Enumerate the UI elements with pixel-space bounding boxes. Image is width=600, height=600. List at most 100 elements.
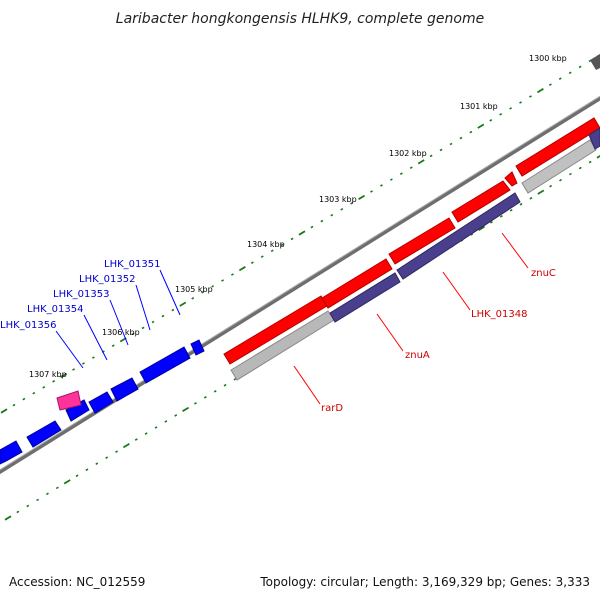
gene-LHK-01348[interactable] <box>388 217 456 265</box>
gene-znuA[interactable] <box>321 258 393 309</box>
inner-scale-minor-tick <box>105 456 109 459</box>
outer-scale-major-tick <box>477 123 485 129</box>
outer-scale-minor-tick <box>171 308 175 312</box>
forward-strand-genes <box>223 117 600 365</box>
outer-scale-major-tick <box>298 230 306 236</box>
gene-label-znuA: znuA <box>405 350 430 361</box>
outer-scale-minor-tick <box>141 326 145 330</box>
gene-small-red[interactable] <box>504 171 518 187</box>
outer-scale-minor-tick <box>578 65 582 69</box>
outer-scale-minor-tick <box>191 297 195 300</box>
inner-scale-minor-tick <box>154 426 158 429</box>
gene-znuC[interactable] <box>451 180 511 223</box>
gene-LHK-01351[interactable] <box>190 339 205 356</box>
outer-scale-minor-tick <box>350 202 354 205</box>
inner-scale-minor-tick <box>223 383 227 387</box>
genome-backbone <box>0 95 600 475</box>
outer-scale-minor-tick <box>409 166 413 169</box>
outer-scale-minor-tick <box>399 172 403 175</box>
outer-scale-minor-tick <box>330 213 334 217</box>
inner-scale-major-tick <box>537 189 545 195</box>
leader-znuC <box>501 232 529 269</box>
outer-scale-major-tick <box>238 266 246 272</box>
outer-scale-minor-tick <box>548 83 552 86</box>
inner-scale-minor-tick <box>95 462 99 465</box>
gene-LHK-01354[interactable] <box>88 391 114 414</box>
inner-scale-minor-tick <box>55 486 59 490</box>
outer-scale-major-tick <box>179 301 187 307</box>
inner-scale-minor-tick <box>144 432 148 435</box>
inner-scale-minor-tick <box>509 209 513 212</box>
inner-scale-minor-tick <box>559 178 563 182</box>
outer-scale-minor-tick <box>221 279 224 282</box>
outer-scale-minor-tick <box>558 77 562 80</box>
outer-scale-minor-tick <box>12 403 16 407</box>
match-purple-2 <box>396 192 521 280</box>
outer-scale-minor-tick <box>270 249 274 253</box>
outer-scale-minor-tick <box>131 332 135 336</box>
genome-summary-label: Topology: circular; Length: 3,169,329 bp… <box>259 575 590 589</box>
leader-LHK-01351 <box>159 269 181 316</box>
inner-scale-major-tick <box>596 154 600 159</box>
leader-LHK-01348 <box>442 271 471 311</box>
inner-scale-minor-tick <box>203 396 207 399</box>
accession-label: Accession: NC_012559 <box>9 575 145 589</box>
right-label-leaders <box>293 232 529 405</box>
gene-label-LHK-01356: LHK_01356 <box>0 320 56 331</box>
inner-scale-minor-tick <box>45 492 49 496</box>
gene-blue-1[interactable] <box>0 440 23 465</box>
inner-scale-minor-tick <box>233 377 237 381</box>
gene-LHK-01352[interactable] <box>139 346 191 384</box>
outer-scale-major-tick <box>358 194 366 200</box>
scale-label-1304: 1304 kbp <box>247 240 285 249</box>
gene-LHK-01353[interactable] <box>110 377 139 402</box>
outer-scale-minor-tick <box>280 243 284 247</box>
gene-label-znuC: znuC <box>531 268 556 279</box>
inner-scale-major-tick <box>478 225 486 231</box>
outer-scale-minor-tick <box>380 184 383 187</box>
scale-labels: 1300 kbp 1301 kbp 1302 kbp 1303 kbp 1304… <box>29 54 567 379</box>
outer-scale-minor-tick <box>529 95 532 98</box>
match-tracks <box>230 54 600 381</box>
gene-red-right[interactable] <box>515 117 600 177</box>
inner-scale-minor-tick <box>85 468 89 472</box>
outer-scale-minor-tick <box>449 142 453 146</box>
gene-LHK-01356[interactable] <box>56 390 82 411</box>
outer-scale-minor-tick <box>509 107 513 110</box>
outer-scale-minor-tick <box>389 178 393 181</box>
outer-scale-minor-tick <box>290 237 294 241</box>
inner-scale-minor-tick <box>549 184 553 188</box>
gene-blue-2[interactable] <box>26 420 62 448</box>
gene-label-LHK-01351: LHK_01351 <box>104 259 160 270</box>
outer-scale-minor-tick <box>429 154 433 158</box>
scale-label-1306: 1306 kbp <box>102 328 140 337</box>
inner-scale-minor-tick <box>134 438 138 441</box>
outer-scale-minor-tick <box>340 208 344 211</box>
inner-scale-minor-tick <box>489 221 493 224</box>
genome-backbone-highlight <box>0 95 600 471</box>
inner-scale-minor-tick <box>115 450 119 453</box>
inner-scale-minor-tick <box>36 498 40 502</box>
outer-scale-track <box>0 53 600 414</box>
inner-scale-minor-tick <box>193 402 197 405</box>
outer-scale-major-tick <box>60 372 68 378</box>
left-gene-labels: LHK_01351 LHK_01352 LHK_01353 LHK_01354 … <box>0 259 160 331</box>
outer-scale-minor-tick <box>459 136 463 140</box>
inner-scale-minor-tick <box>519 202 523 206</box>
inner-scale-major-tick <box>63 479 71 485</box>
leader-znuA <box>376 313 404 352</box>
gene-label-LHK-01353: LHK_01353 <box>53 289 109 300</box>
outer-scale-minor-tick <box>250 261 254 264</box>
scale-label-1301: 1301 kbp <box>460 102 498 111</box>
inner-scale-minor-tick <box>529 196 533 200</box>
outer-scale-minor-tick <box>260 255 264 258</box>
inner-scale-major-tick <box>4 515 12 521</box>
outer-scale-minor-tick <box>320 219 324 223</box>
match-purple-3 <box>588 127 600 150</box>
outer-scale-minor-tick <box>111 344 115 347</box>
outer-scale-minor-tick <box>231 273 234 276</box>
leader-LHK-01356 <box>55 330 84 369</box>
scale-label-1305: 1305 kbp <box>175 285 213 294</box>
leader-LHK-01354 <box>83 314 108 361</box>
